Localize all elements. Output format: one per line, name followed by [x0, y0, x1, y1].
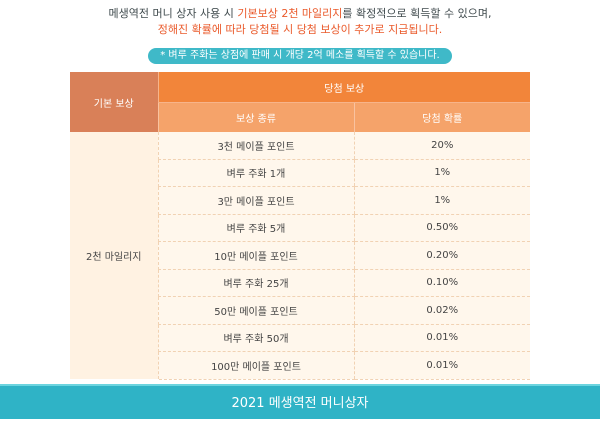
reward-type-cell: 벼루 주화 50개: [157, 324, 354, 352]
header-base-reward: 기본 보상: [70, 72, 158, 132]
reward-type-cell: 3천 메이플 포인트: [157, 132, 354, 160]
table-row: 2천 마일리지 3천 메이플 포인트 20%: [70, 132, 531, 380]
notice-text: * 벼루 주화는 상점에 판매 시 개당 2억 메소를 획득할 수 있습니다.: [148, 48, 452, 64]
probability-cell: 0.10%: [353, 269, 531, 297]
intro-line-1: 메생역전 머니 상자 사용 시 기본보상 2천 마일리지를 확정적으로 획득할 …: [0, 6, 600, 22]
probability-cell: 0.20%: [353, 241, 531, 270]
table-row: 50만 메이플 포인트 0.02%: [70, 296, 531, 325]
reward-type-cell: 벼루 주화 1개: [157, 159, 354, 187]
reward-type-cell: 100만 메이플 포인트: [157, 351, 354, 380]
notice-banner: * 벼루 주화는 상점에 판매 시 개당 2억 메소를 획득할 수 있습니다.: [0, 43, 600, 64]
table-row: 벼루 주화 5개 0.50%: [70, 214, 531, 242]
intro-line-2: 정해진 확률에 따라 당첨될 시 당첨 보상이 추가로 지급됩니다.: [157, 23, 443, 36]
probability-cell: 1%: [353, 159, 531, 187]
intro-text: 메생역전 머니 상자 사용 시 기본보상 2천 마일리지를 확정적으로 획득할 …: [0, 6, 600, 38]
footer-banner: 2021 메생역전 머니상자: [0, 384, 600, 419]
header-prize-reward: 당첨 보상: [157, 72, 531, 103]
footer-title: 2021 메생역전 머니상자: [231, 396, 369, 411]
table-row: 벼루 주화 25개 0.10%: [70, 269, 531, 297]
subheader-win-probability: 당첨 확률: [353, 102, 531, 132]
reward-type-cell: 10만 메이플 포인트: [157, 241, 354, 270]
intro-line-1-part-1: 메생역전 머니 상자 사용 시: [108, 7, 238, 20]
probability-cell: 0.01%: [353, 324, 531, 352]
subheader-reward-type: 보상 종류: [157, 102, 354, 132]
probability-cell: 0.50%: [353, 214, 531, 242]
reward-type-cell: 벼루 주화 25개: [157, 269, 354, 297]
base-reward-cell: 2천 마일리지: [70, 132, 158, 380]
probability-cell: 1%: [353, 186, 531, 215]
probability-cell: 20%: [353, 132, 531, 160]
intro-line-1-part-2: 를 확정적으로 획득할 수 있으며,: [342, 7, 492, 20]
table-row: 10만 메이플 포인트 0.20%: [70, 241, 531, 270]
probability-cell: 0.02%: [353, 296, 531, 325]
table-row: 벼루 주화 50개 0.01%: [70, 324, 531, 352]
reward-type-cell: 3만 메이플 포인트: [157, 186, 354, 215]
table-row: 벼루 주화 1개 1%: [70, 159, 531, 187]
table-row: 3만 메이플 포인트 1%: [70, 186, 531, 215]
probability-cell: 0.01%: [353, 351, 531, 380]
reward-type-cell: 50만 메이플 포인트: [157, 296, 354, 325]
intro-highlight-base-reward: 기본보상 2천 마일리지: [237, 7, 343, 20]
table-row: 100만 메이플 포인트 0.01%: [70, 351, 531, 380]
reward-type-cell: 벼루 주화 5개: [157, 214, 354, 242]
reward-table: 기본 보상 당첨 보상 보상 종류 당첨 확률 2천 마일리지 3천 메이플 포…: [70, 72, 531, 380]
